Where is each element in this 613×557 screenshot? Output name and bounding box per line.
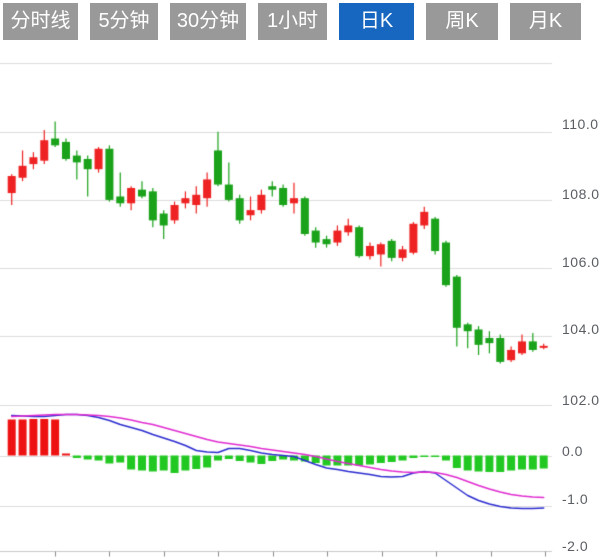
tab-monthly-k[interactable]: 月K [510, 3, 581, 40]
macd-axis-label-neg1: -1.0 [562, 491, 589, 507]
price-axis-label-106: 106.0 [562, 254, 600, 270]
macd-axis-label-neg2: -2.0 [562, 538, 589, 554]
tab-30min[interactable]: 30分钟 [170, 3, 246, 40]
tab-weekly-k[interactable]: 周K [426, 3, 498, 40]
price-axis-label-104: 104.0 [562, 321, 600, 337]
period-tab-bar: 分时线 5分钟 30分钟 1小时 日K 周K 月K [3, 3, 593, 40]
price-axis-label-108: 108.0 [562, 186, 600, 202]
tab-timeline[interactable]: 分时线 [3, 3, 78, 40]
tab-5min[interactable]: 5分钟 [90, 3, 158, 40]
macd-axis-label-0: 0.0 [562, 443, 583, 459]
price-axis-label-102: 102.0 [562, 392, 600, 408]
tab-daily-k[interactable]: 日K [339, 3, 414, 40]
price-axis-label-110: 110.0 [562, 116, 599, 132]
tab-1hour[interactable]: 1小时 [258, 3, 327, 40]
